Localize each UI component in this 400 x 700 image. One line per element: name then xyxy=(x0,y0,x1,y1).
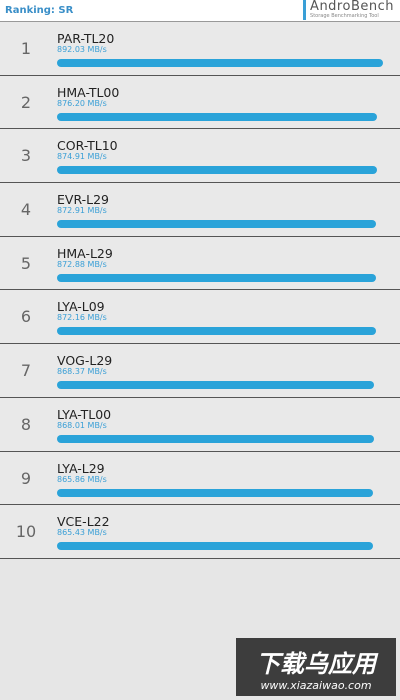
watermark: 下载乌应用 www.xiazaiwao.com xyxy=(236,638,396,696)
bar-track xyxy=(57,112,383,121)
bar-track xyxy=(57,273,383,282)
model-name: VCE-L22 xyxy=(57,514,110,530)
logo: AndroBench Storage Benchmarking Tool xyxy=(303,0,394,20)
speed-label: 865.43 MB/s xyxy=(57,528,107,538)
speed-label: 872.16 MB/s xyxy=(57,313,107,323)
bar-track xyxy=(57,542,383,551)
rank: 7 xyxy=(20,361,32,381)
speed-label: 868.37 MB/s xyxy=(57,367,107,377)
model-name: HMA-TL00 xyxy=(57,84,120,100)
speed-label: 872.88 MB/s xyxy=(57,259,107,269)
model-name: VOG-L29 xyxy=(57,353,113,369)
logo-subtitle: Storage Benchmarking Tool xyxy=(310,13,379,19)
bar-track xyxy=(57,327,383,336)
speed-label: 868.01 MB/s xyxy=(57,420,107,430)
rank: 5 xyxy=(20,253,32,273)
speed-bar xyxy=(57,166,377,175)
rank: 1 xyxy=(20,39,32,58)
rank: 9 xyxy=(20,468,32,488)
rank: 2 xyxy=(20,92,32,112)
speed-bar xyxy=(57,327,376,336)
ranking-row[interactable]: 8 LYA-TL00 868.01 MB/s xyxy=(0,397,400,452)
ranking-row[interactable]: 5 HMA-L29 872.88 MB/s xyxy=(0,236,400,291)
ranking-row[interactable]: 10 VCE-L22 865.43 MB/s xyxy=(0,505,400,559)
rank: 10 xyxy=(15,522,37,542)
speed-label: 865.86 MB/s xyxy=(57,474,107,484)
speed-label: 876.20 MB/s xyxy=(57,98,107,108)
header: Ranking: SR AndroBench Storage Benchmark… xyxy=(0,0,400,22)
speed-bar xyxy=(57,273,376,282)
model-name: LYA-L29 xyxy=(57,460,105,476)
speed-label: 872.91 MB/s xyxy=(57,206,107,216)
speed-label: 892.03 MB/s xyxy=(57,45,107,54)
speed-bar xyxy=(57,434,375,443)
ranking-row[interactable]: 9 LYA-L29 865.86 MB/s xyxy=(0,451,400,506)
rank: 8 xyxy=(20,414,32,434)
bar-track xyxy=(57,434,383,443)
model-name: PAR-TL20 xyxy=(57,31,115,46)
rank: 3 xyxy=(20,146,32,166)
watermark-url: www.xiazaiwao.com xyxy=(260,679,372,692)
logo-name: AndroBench xyxy=(310,0,394,14)
model-name: LYA-L09 xyxy=(57,299,105,315)
speed-bar xyxy=(57,488,374,497)
bar-track xyxy=(57,488,383,497)
model-name: EVR-L29 xyxy=(57,192,110,208)
speed-bar xyxy=(57,112,378,121)
rank: 4 xyxy=(20,200,32,220)
bar-track xyxy=(57,59,383,67)
watermark-title: 下载乌应用 xyxy=(256,650,376,678)
bar-track xyxy=(57,220,383,229)
ranking-row[interactable]: 2 HMA-TL00 876.20 MB/s xyxy=(0,75,400,130)
page-title: Ranking: SR xyxy=(5,5,74,16)
bar-track xyxy=(57,166,383,175)
rank: 6 xyxy=(20,307,32,327)
model-name: LYA-TL00 xyxy=(57,406,112,422)
model-name: HMA-L29 xyxy=(57,245,113,261)
model-name: COR-TL10 xyxy=(57,138,118,154)
ranking-list: 1 PAR-TL20 892.03 MB/s 2 HMA-TL00 876.20 MB/s… xyxy=(0,22,400,559)
speed-bar xyxy=(57,381,375,390)
speed-label: 874.91 MB/s xyxy=(57,152,107,162)
speed-bar xyxy=(57,220,376,229)
ranking-row[interactable]: 7 VOG-L29 868.37 MB/s xyxy=(0,344,400,398)
ranking-row[interactable]: 6 LYA-L09 872.16 MB/s xyxy=(0,290,400,345)
speed-bar xyxy=(57,542,374,551)
ranking-row[interactable]: 3 COR-TL10 874.91 MB/s xyxy=(0,129,400,184)
ranking-row[interactable]: 1 PAR-TL20 892.03 MB/s xyxy=(0,22,400,76)
ranking-row[interactable]: 4 EVR-L29 872.91 MB/s xyxy=(0,183,400,237)
speed-bar xyxy=(57,59,383,67)
bar-track xyxy=(57,381,383,390)
